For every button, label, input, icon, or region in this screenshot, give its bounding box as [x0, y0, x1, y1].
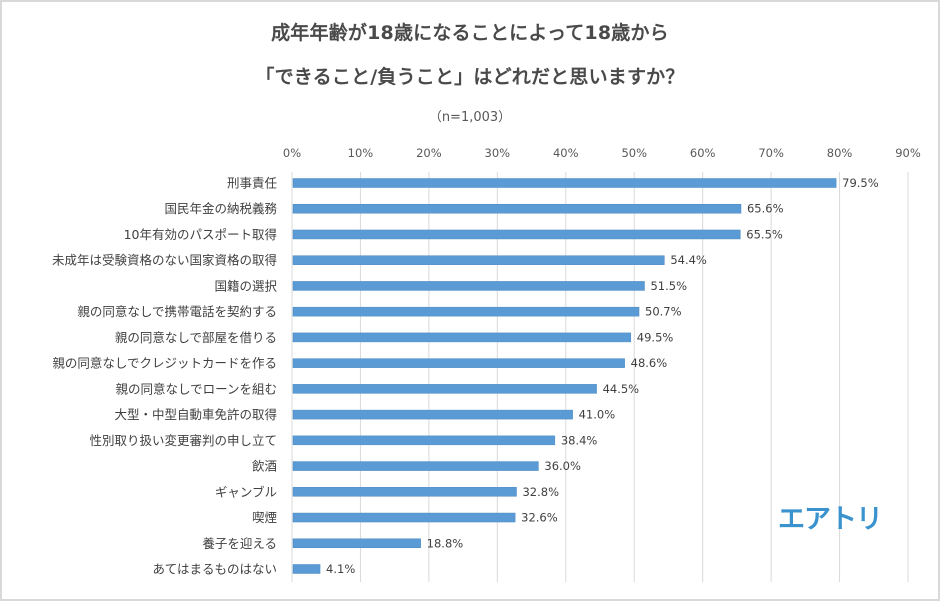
bar — [292, 281, 645, 291]
category-label: 国籍の選択 — [214, 278, 277, 293]
data-label: 36.0% — [544, 459, 581, 473]
x-tick-label: 60% — [690, 146, 716, 160]
bar — [292, 512, 516, 523]
category-label: 性別取り扱い変更審判の申し立て — [89, 433, 277, 448]
chart-title: 成年年齢が18歳になることによって18歳から — [271, 22, 669, 44]
category-label: 養子を迎える — [202, 536, 277, 551]
x-tick-label: 80% — [827, 146, 853, 160]
data-label: 65.6% — [747, 202, 784, 216]
airtrip-logo: エアトリ — [778, 504, 883, 535]
bar — [292, 461, 539, 471]
category-label: あてはまるものはない — [152, 562, 277, 577]
bar — [292, 384, 597, 394]
bar — [292, 178, 837, 188]
x-tick-label: 10% — [348, 146, 374, 160]
category-label: 飲酒 — [252, 459, 277, 474]
x-tick-label: 20% — [416, 146, 442, 160]
data-label: 54.4% — [670, 253, 707, 267]
bar — [292, 358, 625, 368]
data-label: 41.0% — [579, 408, 616, 422]
bar — [292, 435, 556, 446]
bar — [292, 255, 665, 265]
data-label: 44.5% — [603, 382, 640, 396]
data-label: 49.5% — [637, 330, 674, 344]
x-tick-label: 30% — [485, 146, 511, 160]
data-label: 18.8% — [427, 536, 464, 550]
category-label: 大型・中型自動車免許の取得 — [114, 407, 277, 422]
category-label: 親の同意なしでクレジットカードを作る — [52, 356, 277, 371]
data-label: 51.5% — [650, 279, 687, 293]
category-label: 喫煙 — [252, 510, 277, 525]
data-label: 65.5% — [746, 227, 783, 241]
data-label: 79.5% — [842, 176, 879, 190]
bar — [292, 564, 321, 574]
data-label: 32.8% — [522, 485, 559, 499]
bar — [292, 487, 517, 497]
bar — [292, 229, 741, 240]
category-label: 親の同意なしで携帯電話を契約する — [77, 304, 277, 319]
category-label: 親の同意なしでローンを組む — [115, 381, 277, 396]
data-label: 50.7% — [645, 305, 682, 319]
category-label: 刑事責任 — [227, 176, 277, 191]
bar — [292, 409, 573, 420]
bars — [292, 178, 837, 574]
x-tick-label: 0% — [283, 146, 301, 160]
category-label: 未成年は受験資格のない国家資格の取得 — [52, 253, 277, 268]
data-label: 38.4% — [561, 433, 598, 447]
bar — [292, 332, 632, 343]
category-label: ギャンブル — [215, 484, 277, 499]
x-tick-label: 90% — [895, 146, 921, 160]
data-label: 48.6% — [631, 356, 668, 370]
data-labels: 79.5% 65.6% 65.5% 54.4% 51.5% 50.7% 49.5% 48.6%… — [326, 176, 879, 576]
data-label: 4.1% — [326, 562, 355, 576]
x-tick-label: 70% — [758, 146, 784, 160]
bar — [292, 306, 640, 317]
x-tick-label: 50% — [621, 146, 647, 160]
chart-subtitle: （n=1,003） — [428, 110, 512, 125]
category-label: 親の同意なしで部屋を借りる — [115, 330, 277, 345]
bar — [292, 203, 742, 214]
category-label: 国民年金の納税義務 — [164, 201, 277, 216]
x-tick-label: 40% — [553, 146, 579, 160]
chart-title-line2: 「できること/負うこと」はどれだと思いますか？ — [255, 66, 685, 88]
data-label: 32.6% — [521, 511, 558, 525]
bar — [292, 538, 421, 549]
x-axis-ticks: 0% 10% 20% 30% 40% 50% 60% 70% 80% 90% — [283, 146, 921, 160]
category-label: 10年有効のパスポート取得 — [124, 227, 277, 242]
